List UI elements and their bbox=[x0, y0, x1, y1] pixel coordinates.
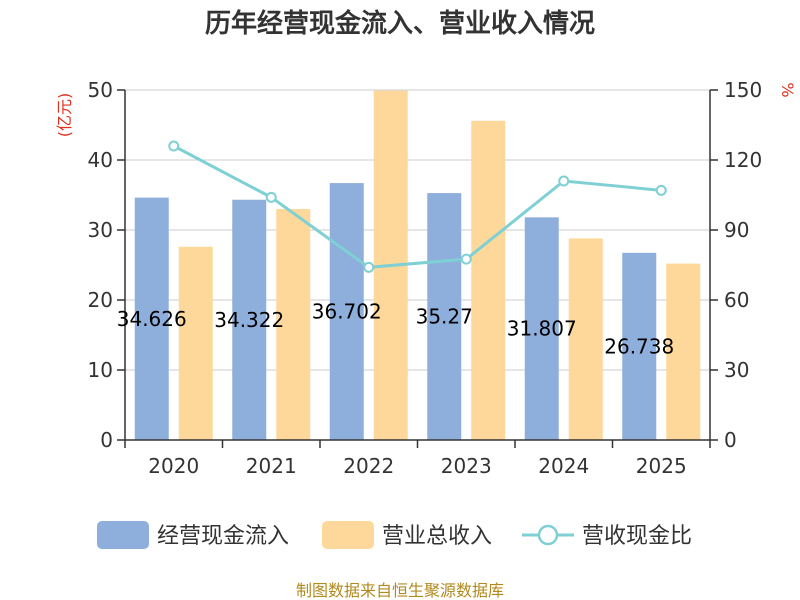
legend-swatch bbox=[322, 521, 374, 549]
chart-title: 历年经营现金流入、营业收入情况 bbox=[205, 8, 595, 39]
bar-revenue bbox=[178, 246, 213, 440]
bar-cash-inflow bbox=[524, 217, 559, 440]
x-axis-label: 2021 bbox=[246, 454, 297, 478]
source-note: 制图数据来自恒生聚源数据库 bbox=[296, 581, 504, 600]
bar-revenue bbox=[666, 263, 701, 440]
right-axis-unit: % bbox=[778, 82, 797, 97]
gridlines bbox=[125, 89, 710, 371]
bar-data-label: 34.322 bbox=[214, 308, 284, 332]
right-axis-tick-label: 30 bbox=[724, 358, 749, 382]
right-axis-tick-label: 0 bbox=[724, 428, 737, 452]
bar-cash-inflow bbox=[329, 183, 364, 440]
ratio-point bbox=[655, 184, 667, 196]
bar-data-label: 31.807 bbox=[507, 317, 577, 341]
bar-revenue bbox=[471, 120, 506, 441]
left-axis-tick-label: 20 bbox=[88, 288, 113, 312]
legend-label: 营业总收入 bbox=[382, 524, 492, 549]
ratio-point bbox=[460, 253, 472, 265]
legend-marker bbox=[537, 524, 559, 546]
x-axis-label: 2020 bbox=[148, 454, 199, 478]
ratio-point bbox=[168, 140, 180, 152]
left-axis-tick-label: 40 bbox=[88, 148, 113, 172]
left-axis-tick-label: 10 bbox=[88, 358, 113, 382]
x-axis-label: 2025 bbox=[636, 454, 687, 478]
bar-cash-inflow bbox=[134, 197, 169, 440]
bar-data-label: 36.702 bbox=[312, 300, 382, 324]
bar-data-label: 26.738 bbox=[604, 334, 674, 358]
bar-cash-inflow bbox=[622, 252, 657, 440]
bar-revenue bbox=[276, 209, 311, 440]
right-axis-tick-label: 90 bbox=[724, 218, 749, 242]
ratio-line bbox=[168, 140, 667, 273]
left-axis-tick-label: 50 bbox=[88, 78, 113, 102]
left-axis-tick-label: 30 bbox=[88, 218, 113, 242]
x-axis-label: 2024 bbox=[538, 454, 589, 478]
right-axis-tick-label: 60 bbox=[724, 288, 749, 312]
ratio-point bbox=[558, 175, 570, 187]
ratio-point bbox=[363, 261, 375, 273]
legend-swatch bbox=[97, 521, 149, 549]
bar-cash-inflow bbox=[427, 193, 462, 440]
left-axis-unit: (亿元) bbox=[55, 93, 74, 138]
legend: 经营现金流入 营业总收入 营收现金比 bbox=[97, 521, 692, 549]
bar-cash-inflow bbox=[232, 199, 267, 440]
bars bbox=[134, 90, 701, 441]
left-axis-tick-label: 0 bbox=[100, 428, 113, 452]
right-axis-tick-label: 120 bbox=[724, 148, 762, 172]
ratio-line-path bbox=[173, 144, 662, 269]
bar-revenue bbox=[568, 238, 603, 440]
ratio-point bbox=[265, 191, 277, 203]
bar-data-label: 34.626 bbox=[117, 307, 187, 331]
bar-data-labels: 34.626 34.322 36.702 35.27 31.807 26.738 bbox=[117, 300, 674, 359]
legend-label: 营收现金比 bbox=[582, 524, 692, 549]
x-axis-label: 2022 bbox=[343, 454, 394, 478]
x-axis-label: 2023 bbox=[441, 454, 492, 478]
right-axis-tick-label: 150 bbox=[724, 78, 762, 102]
axes: 0 10 20 30 40 50 0 30 60 90 120 150 2020 2021 2022 2023… bbox=[88, 78, 763, 478]
bar-data-label: 35.27 bbox=[416, 305, 473, 329]
legend-label: 经营现金流入 bbox=[157, 524, 289, 549]
